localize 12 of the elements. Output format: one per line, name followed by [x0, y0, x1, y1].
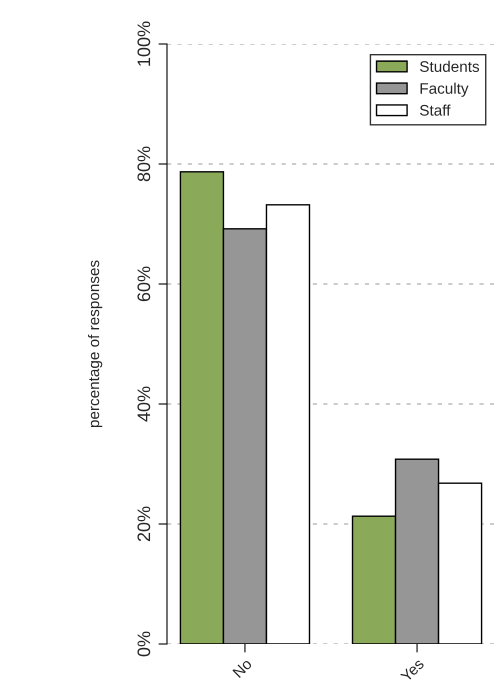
y-tick-label: 0%	[137, 632, 150, 656]
x-tick-label: Yes	[400, 658, 425, 683]
y-tick-label: 100%	[137, 22, 150, 66]
y-tick-label: 60%	[137, 266, 150, 302]
y-axis-title: percentage of responses	[88, 260, 102, 428]
y-tick-label: 40%	[137, 386, 150, 422]
y-tick-label: 80%	[137, 146, 150, 182]
legend-label: Faculty	[420, 82, 469, 97]
y-tick-label: 20%	[137, 506, 150, 542]
legend-label: Students	[420, 60, 480, 72]
legend-label: Staff	[420, 104, 450, 116]
x-tick-label: No	[232, 658, 252, 678]
